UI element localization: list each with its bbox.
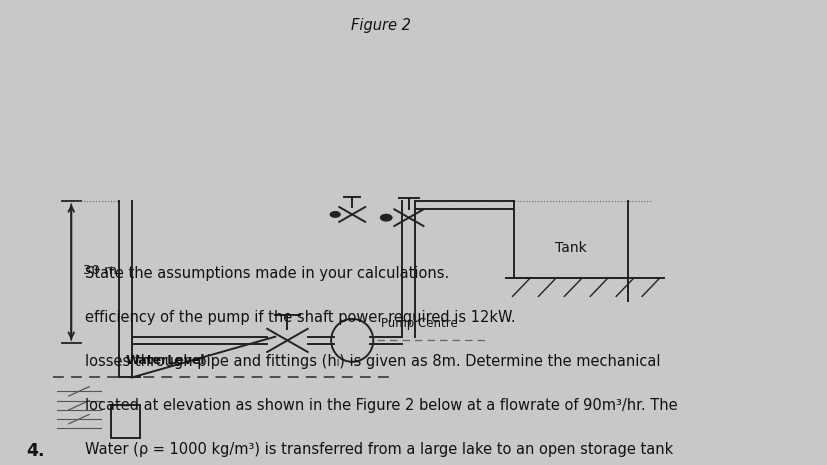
Text: Water (ρ = 1000 kg/m³) is transferred from a large lake to an open storage tank: Water (ρ = 1000 kg/m³) is transferred fr… [85,442,672,457]
Circle shape [330,212,340,217]
Text: 4.: 4. [26,442,45,460]
Bar [111,405,140,438]
Text: efficiency of the pump if the shaft power required is 12kW.: efficiency of the pump if the shaft powe… [85,310,515,326]
Text: Tank: Tank [554,241,586,255]
Text: located at elevation as shown in the Figure 2 below at a flowrate of 90m³/hr. Th: located at elevation as shown in the Fig… [85,399,676,413]
Text: losses through pipe and fittings (hₗ) is given as 8m. Determine the mechanical: losses through pipe and fittings (hₗ) is… [85,354,660,369]
Circle shape [380,214,391,221]
Text: 30 m: 30 m [84,265,117,278]
Text: Figure 2: Figure 2 [350,18,410,33]
Text: WaterLevel: WaterLevel [126,354,205,367]
Text: State the assumptions made in your calculations.: State the assumptions made in your calcu… [85,266,449,281]
Text: Pump Centre: Pump Centre [380,317,457,330]
